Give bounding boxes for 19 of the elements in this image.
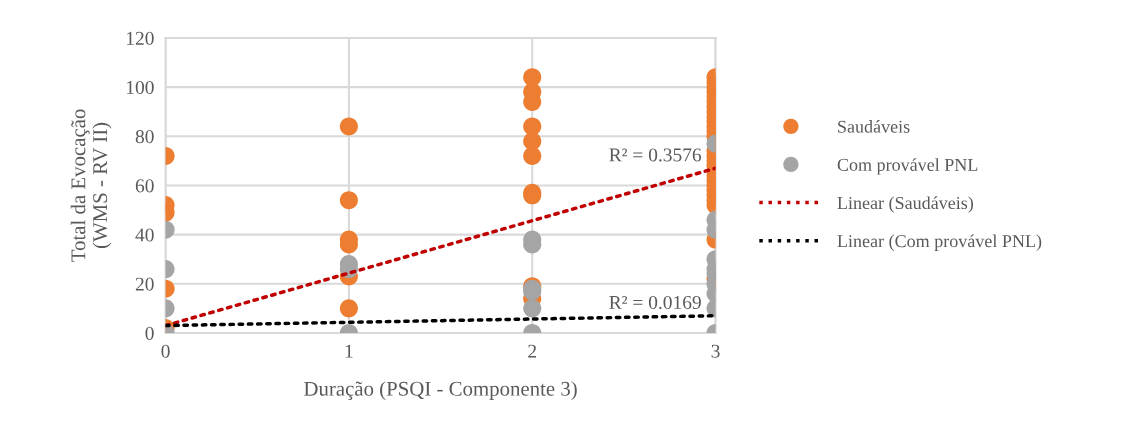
annotation: R² = 0.3576 [609, 148, 702, 162]
y-tick-label: 0 [145, 326, 154, 340]
y-tick-label: 100 [127, 80, 154, 95]
x-tick-label: 0 [161, 344, 170, 358]
x-tick-label: 3 [711, 344, 720, 358]
y-axis-title: Total da Evocação (WMS - RV II) [70, 109, 112, 262]
y-tick-label: 40 [135, 228, 154, 242]
y-tick-label: 80 [135, 130, 154, 144]
legend-label: Saudáveis [838, 120, 910, 133]
annotation: R² = 0.0169 [609, 295, 701, 310]
legend-label: Linear (Com provável PNL) [837, 234, 1042, 251]
y-tick-label: 20 [135, 277, 154, 291]
legend-label: Linear (Saudáveis) [837, 196, 974, 213]
y-tick-label: 120 [127, 31, 154, 45]
x-tick-label: 1 [345, 344, 353, 358]
legend-label: Com provável PNL [837, 158, 978, 175]
y-tick-label: 60 [135, 179, 154, 193]
x-tick-label: 2 [528, 344, 537, 358]
x-axis-title: Duração (PSQI - Componente 3) [304, 381, 577, 401]
